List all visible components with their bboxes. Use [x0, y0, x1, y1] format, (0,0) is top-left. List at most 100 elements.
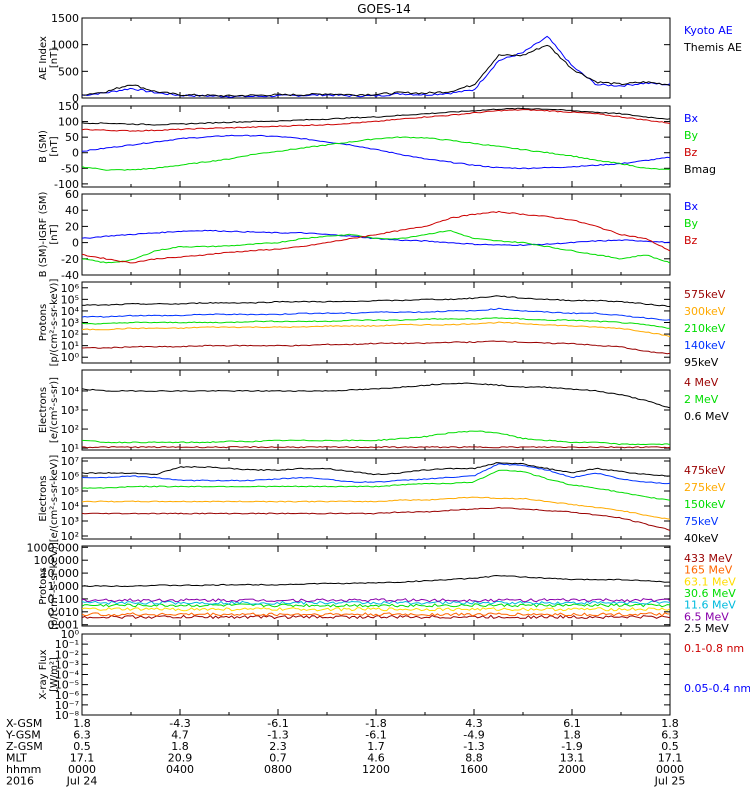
- y-tick-label: 10²: [61, 423, 79, 436]
- y-tick-label: 10³: [61, 515, 79, 528]
- y-tick-label: 10⁻⁶: [55, 689, 80, 702]
- y-axis-label-line: Protons: [38, 304, 49, 341]
- footer-value: 0.5: [661, 740, 679, 753]
- footer-row-label: Y-GSM: [5, 729, 41, 742]
- legend-label: 0.1-0.8 nm: [684, 642, 744, 655]
- legend-label: 75keV: [684, 515, 719, 528]
- legend-label: 475keV: [684, 464, 726, 477]
- series-30-6-mev: [82, 603, 670, 608]
- footer-value: Jul 25: [654, 775, 686, 788]
- y-tick-label: 0: [72, 92, 79, 105]
- y-tick-label: 1000: [51, 39, 79, 52]
- footer-value: 4.3: [465, 717, 483, 730]
- legend-label: 63.1 MeV: [684, 575, 736, 588]
- series-bmag: [82, 107, 670, 126]
- series-95kev: [82, 295, 670, 307]
- legend-label: 0.6 MeV: [684, 410, 729, 423]
- y-axis-label: B (SM)-IGRF (SM)[nT]: [38, 192, 60, 278]
- footer-value: -1.8: [365, 717, 386, 730]
- y-axis-label-line: Electrons: [38, 475, 49, 521]
- series-by: [82, 136, 670, 171]
- series-11-6-mev: [82, 600, 670, 605]
- footer-value: -6.1: [365, 729, 386, 742]
- footer-value: 1.8: [73, 717, 91, 730]
- y-axis-label: Protons[p/(cm²-s-sr-keV)]: [38, 542, 60, 630]
- series-2-5-mev: [82, 574, 670, 588]
- footer-value: 17.1: [658, 752, 683, 765]
- y-tick-label: 10⁴: [61, 385, 80, 398]
- panel-protons_mag: 10⁶10⁵10⁴10³10²10¹10⁰Protons[p/(cm²-s-sr…: [38, 279, 726, 369]
- y-tick-label: 10⁻⁸: [55, 709, 80, 722]
- legend-label: 11.6 MeV: [684, 599, 736, 612]
- footer-value: -1.3: [463, 740, 484, 753]
- legend-label: Kyoto AE: [684, 24, 733, 37]
- y-tick-label: 1.000: [48, 580, 80, 593]
- footer-row-label: Z-GSM: [6, 740, 43, 753]
- y-axis-label-line: AE Index: [38, 36, 49, 80]
- footer-value: 0000: [656, 763, 684, 776]
- y-tick-label: -50: [61, 162, 79, 175]
- y-tick-label: 10¹: [61, 340, 79, 353]
- footer-value: 0000: [68, 763, 96, 776]
- legend-label: Themis AE: [683, 41, 742, 54]
- y-tick-label: 10⁶: [61, 470, 80, 483]
- y-axis-label-units: [W/m²]: [49, 657, 60, 692]
- y-tick-label: 0: [72, 237, 79, 250]
- legend-label: 275keV: [684, 481, 726, 494]
- legend-label: 2 MeV: [684, 393, 719, 406]
- series-group: [82, 382, 670, 449]
- legend-label: 210keV: [684, 322, 726, 335]
- footer-value: 2.3: [269, 740, 287, 753]
- series-group: [82, 107, 670, 171]
- y-tick-label: 10⁶: [61, 282, 80, 295]
- footer-value: 6.3: [73, 729, 91, 742]
- footer-value: 4.7: [171, 729, 189, 742]
- panel-frame: [81, 105, 671, 188]
- panel-ae: 1500 1000 500 0 AE Index[nT] Kyoto AE Themis A…: [38, 12, 742, 105]
- series-150kev: [82, 469, 670, 501]
- legend-label: 300keV: [684, 305, 726, 318]
- legend-label: 95keV: [684, 356, 719, 369]
- y-axis-label: Protons[p/(cm²-s-sr-keV)]: [38, 279, 60, 367]
- y-tick-label: 0: [72, 147, 79, 160]
- footer-value: -1.9: [561, 740, 582, 753]
- y-axis-label-line: B (SM)-IGRF (SM): [38, 192, 49, 278]
- footer-value: 1.8: [563, 729, 581, 742]
- footer-value: 13.1: [560, 752, 585, 765]
- orbit-footer: X-GSM 1.8 -4.3 -6.1 -1.8 4.3 6.1 1.8Y-GSM 6.3 4.7…: [5, 717, 685, 788]
- y-tick-label: 10⁴: [61, 305, 80, 318]
- footer-value: 0400: [166, 763, 194, 776]
- y-tick-label: 10³: [61, 317, 79, 330]
- y-axis-label-line: X-ray Flux: [38, 649, 49, 699]
- y-tick-label: 10.000: [41, 567, 80, 580]
- series-by: [82, 230, 670, 264]
- y-tick-label: 10⁻⁵: [55, 679, 79, 692]
- series-group: [82, 295, 670, 355]
- y-tick-label: 0.010: [48, 606, 80, 619]
- footer-row-label: X-GSM: [6, 717, 42, 730]
- legend-label: 4 MeV: [684, 376, 719, 389]
- y-tick-label: 10²: [61, 530, 79, 543]
- y-tick-label: 60: [65, 188, 79, 201]
- y-tick-label: -100: [54, 178, 79, 191]
- footer-value: 0.5: [73, 740, 91, 753]
- footer-value: 0800: [264, 763, 292, 776]
- legend-label: Bz: [684, 234, 698, 247]
- y-tick-label: 10⁷: [61, 455, 79, 468]
- y-tick-label: 10⁻²: [55, 648, 79, 661]
- y-tick-label: 10⁻⁷: [55, 699, 79, 712]
- legend-label: 433 MeV: [684, 552, 733, 565]
- panel-bsm: 150 100 50 0 -50 -100 B (SM)[nT] Bx By Bz Bmag: [38, 100, 716, 191]
- y-axis-label-line: Electrons: [38, 387, 49, 433]
- legend-label: 30.6 MeV: [684, 587, 736, 600]
- series-433-mev: [82, 614, 670, 620]
- series-0-6-mev: [82, 382, 670, 409]
- footer-value: 4.6: [367, 752, 385, 765]
- series-bz: [82, 210, 670, 264]
- y-tick-label: 0.100: [48, 593, 80, 606]
- y-tick-label: 10⁻³: [55, 658, 79, 671]
